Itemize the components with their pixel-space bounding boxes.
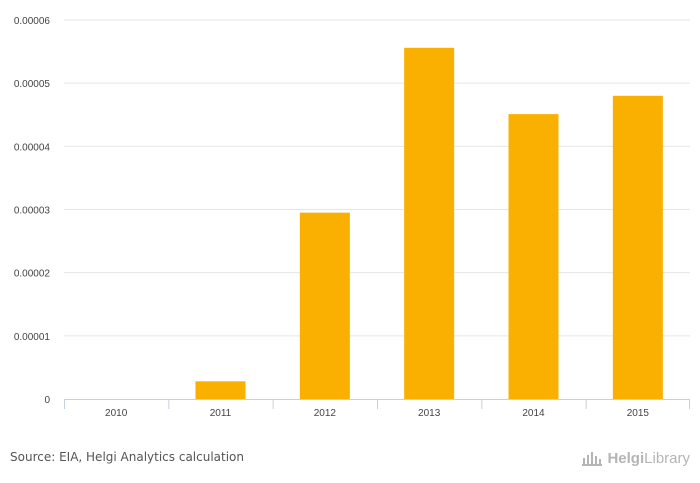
x-tick-label: 2014 <box>522 408 545 419</box>
helgi-library-logo: Helgi Library <box>581 449 690 467</box>
x-tick-label: 2010 <box>105 408 128 419</box>
x-tick-label: 2013 <box>418 408 441 419</box>
library-building-icon <box>582 452 603 466</box>
y-tick-label: 0.00006 <box>14 16 51 27</box>
x-tick-label: 2015 <box>627 408 650 419</box>
bar-2014[interactable] <box>508 114 559 399</box>
source-note: Source: EIA, Helgi Analytics calculation <box>10 450 245 464</box>
bar-2015[interactable] <box>612 95 663 400</box>
y-tick-label: 0 <box>44 395 50 406</box>
bar-2011[interactable] <box>195 381 246 399</box>
y-tick-label: 0.00001 <box>14 332 51 343</box>
y-tick-label: 0.00003 <box>14 206 51 217</box>
bar-2013[interactable] <box>404 47 455 399</box>
bars <box>195 47 663 400</box>
bar-chart: 0 0.00001 0.00002 0.00003 0.00004 0.00005 0.00… <box>14 16 690 419</box>
brand-name-part1: Helgi <box>607 449 645 467</box>
bar-2012[interactable] <box>299 212 350 399</box>
x-tick-label: 2012 <box>314 408 337 419</box>
y-tick-label: 0.00002 <box>14 269 51 280</box>
y-tick-label: 0.00005 <box>14 79 51 90</box>
x-tick-label: 2011 <box>210 408 232 419</box>
x-axis <box>64 399 690 409</box>
brand-name-part2: Library <box>644 449 690 467</box>
y-axis-ticks: 0 0.00001 0.00002 0.00003 0.00004 0.00005 0.00… <box>14 16 51 406</box>
y-tick-label: 0.00004 <box>14 142 51 153</box>
x-axis-ticks: 2010 2011 2012 2013 2014 2015 <box>105 408 649 419</box>
grid-lines <box>64 19 690 337</box>
